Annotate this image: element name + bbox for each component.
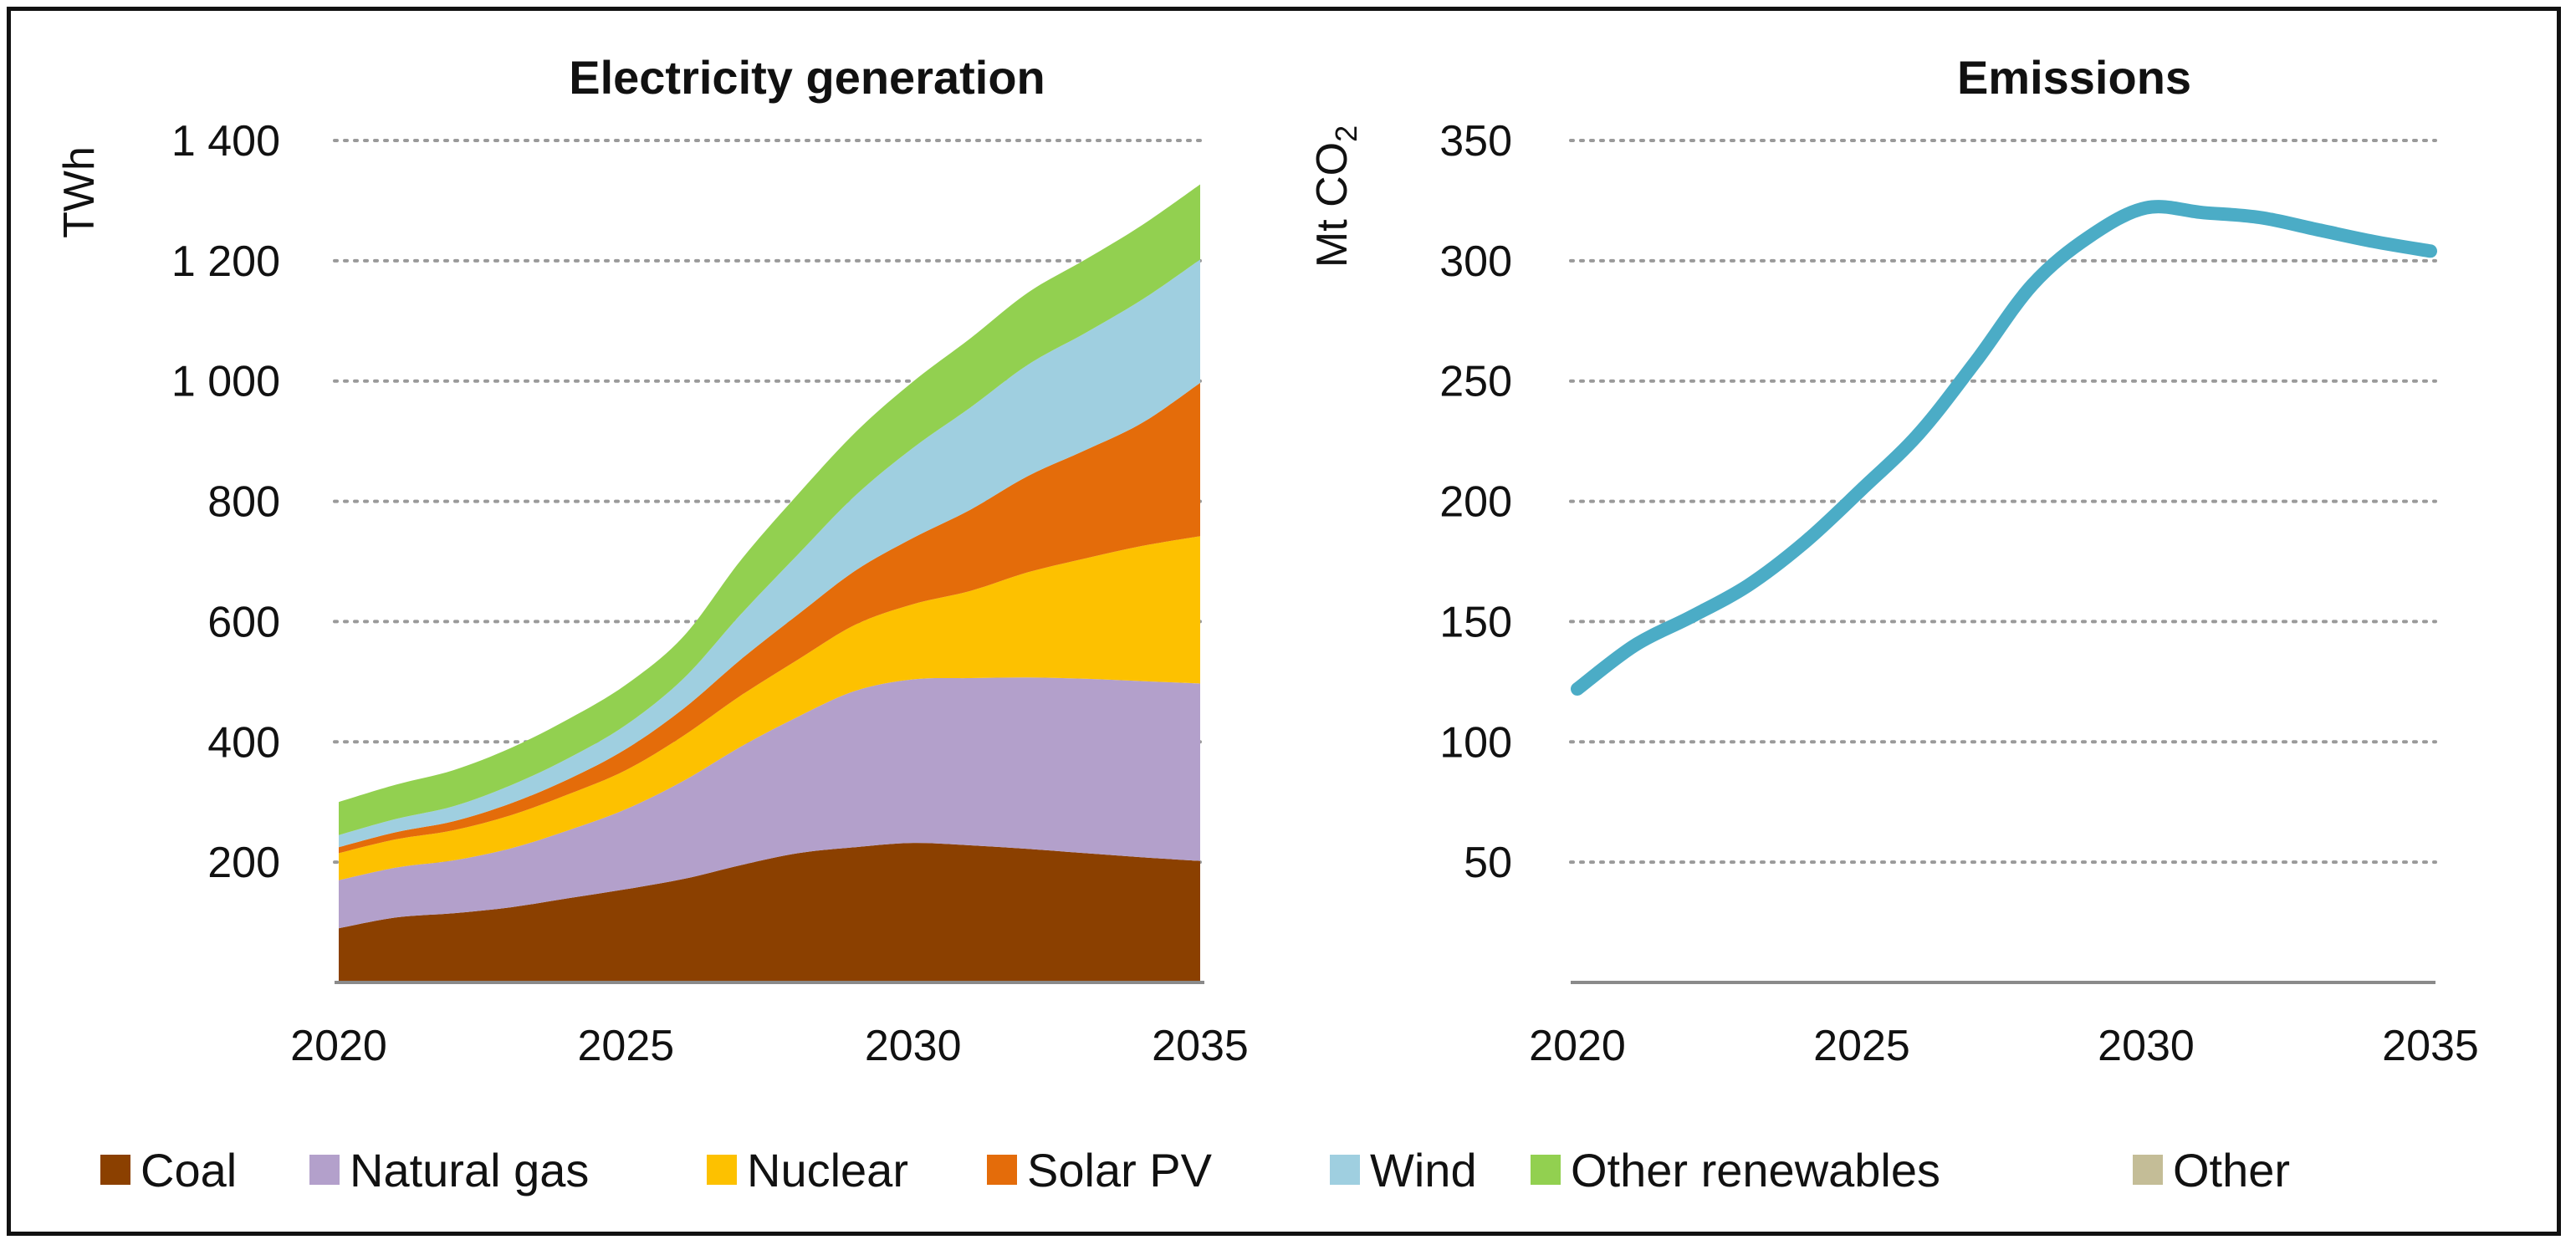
right-y-axis-label: Mt CO2 [1308,125,1363,268]
left-chart-title: Electricity generation [569,51,1045,104]
emissions-chart: 50 100 150 200 250 300 350 2020 2025 2030 2035 Em… [1308,51,2479,1070]
left-y-tick-labels: 200 400 600 800 1 000 1 200 1 400 [171,117,280,887]
right-y-axis-label-main: Mt CO [1308,142,1357,268]
legend-swatch-other-renewables [1531,1155,1561,1185]
right-y-tick-100: 100 [1439,718,1512,767]
right-x-tick-labels: 2020 2025 2030 2035 [1529,1022,2479,1070]
right-y-tick-labels: 50 100 150 200 250 300 350 [1439,117,1512,887]
right-x-tick-2035: 2035 [2382,1022,2479,1070]
left-y-tick-400: 400 [207,718,280,767]
legend-label-coal: Coal [141,1144,237,1196]
left-y-tick-600: 600 [207,598,280,646]
right-y-axis-label-subscript: 2 [1329,125,1363,142]
legend-swatch-solar-pv [987,1155,1017,1185]
legend-label-other-renewables: Other renewables [1571,1144,1940,1196]
legend: Coal Natural gas Nuclear Solar PV Wind Other … [100,1144,2290,1196]
right-y-tick-300: 300 [1439,237,1512,286]
legend-swatch-nuclear [707,1155,737,1185]
left-y-tick-200: 200 [207,839,280,887]
right-x-tick-2030: 2030 [2098,1022,2195,1070]
right-y-tick-350: 350 [1439,117,1512,166]
emissions-series-line [1571,200,2437,696]
legend-label-other: Other [2173,1144,2290,1196]
area-natural-gas [339,677,1200,929]
legend-swatch-coal [100,1155,130,1185]
right-y-tick-200: 200 [1439,478,1512,527]
area-other-renewables [339,184,1200,835]
area-coal [339,843,1200,982]
right-x-tick-2025: 2025 [1813,1022,1910,1070]
legend-swatch-natural-gas [309,1155,340,1185]
right-y-tick-50: 50 [1464,839,1512,887]
right-x-tick-2020: 2020 [1529,1022,1626,1070]
left-x-tick-labels: 2020 2025 2030 2035 [290,1022,1249,1070]
electricity-generation-chart: 200 400 600 800 1 000 1 200 1 400 2020 2025 2030… [55,51,1249,1070]
right-chart-title: Emissions [1957,51,2191,104]
right-gridlines [1569,139,2437,865]
legend-label-nuclear: Nuclear [747,1144,908,1196]
legend-label-natural-gas: Natural gas [350,1144,589,1196]
legend-swatch-other [2133,1155,2163,1185]
left-y-tick-1-200: 1 200 [171,237,280,286]
left-y-tick-1-400: 1 400 [171,117,280,166]
right-y-tick-150: 150 [1439,598,1512,646]
right-y-tick-250: 250 [1439,358,1512,406]
left-x-tick-2025: 2025 [577,1022,674,1070]
left-stacked-areas [339,184,1200,982]
left-y-tick-800: 800 [207,478,280,527]
left-y-tick-1-000: 1 000 [171,358,280,406]
legend-label-solar-pv: Solar PV [1027,1144,1213,1196]
area-wind [339,259,1200,848]
left-x-tick-2035: 2035 [1152,1022,1249,1070]
left-x-tick-2020: 2020 [290,1022,387,1070]
left-y-axis-label: TWh [55,146,104,238]
area-nuclear [339,536,1200,880]
legend-label-wind: Wind [1370,1144,1477,1196]
legend-swatch-wind [1330,1155,1360,1185]
left-x-tick-2030: 2030 [865,1022,962,1070]
